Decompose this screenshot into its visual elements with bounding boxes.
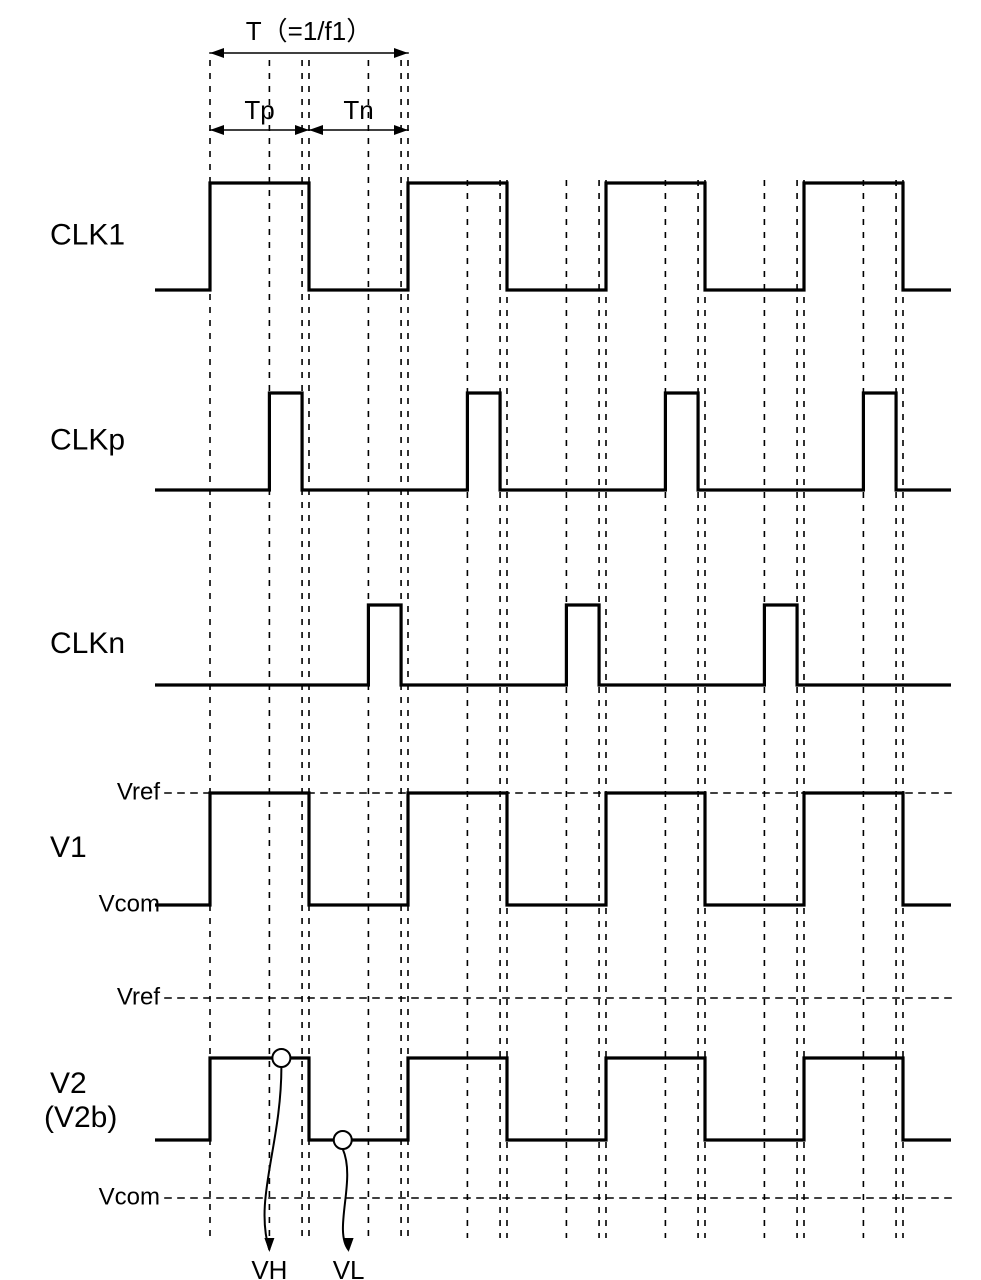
- marker-VH: [272, 1049, 290, 1067]
- marker-VL: [334, 1131, 352, 1149]
- level-label-V1-Vref: Vref: [117, 778, 160, 805]
- dim-T-label: T（=1/f1）: [246, 16, 372, 46]
- signal-label-V1: V1: [50, 831, 87, 864]
- timing-diagram: T（=1/f1） Tp Tn CLK1 CLKp CLKn V1 Vref Vcom V2(V2b…: [0, 0, 981, 1280]
- signal-label-V2: V2: [50, 1067, 87, 1100]
- timing-diagram-svg: T（=1/f1） Tp Tn CLK1 CLKp CLKn V1 Vref Vcom V2(V2b…: [0, 0, 981, 1280]
- level-label-V1-Vcom: Vcom: [99, 890, 160, 917]
- marker-label-VH: VH: [251, 1255, 287, 1280]
- dim-Tp-label: Tp: [244, 95, 274, 125]
- level-label-V2-Vref: Vref: [117, 983, 160, 1010]
- signal-label-CLK1: CLK1: [50, 218, 125, 251]
- signal-label-CLKn: CLKn: [50, 627, 125, 660]
- signal-label-CLKp: CLKp: [50, 423, 125, 456]
- level-label-V2-Vcom: Vcom: [99, 1183, 160, 1210]
- marker-label-VL: VL: [333, 1255, 365, 1280]
- signal-sublabel-V2: (V2b): [44, 1101, 117, 1134]
- dim-Tn-label: Tn: [343, 95, 373, 125]
